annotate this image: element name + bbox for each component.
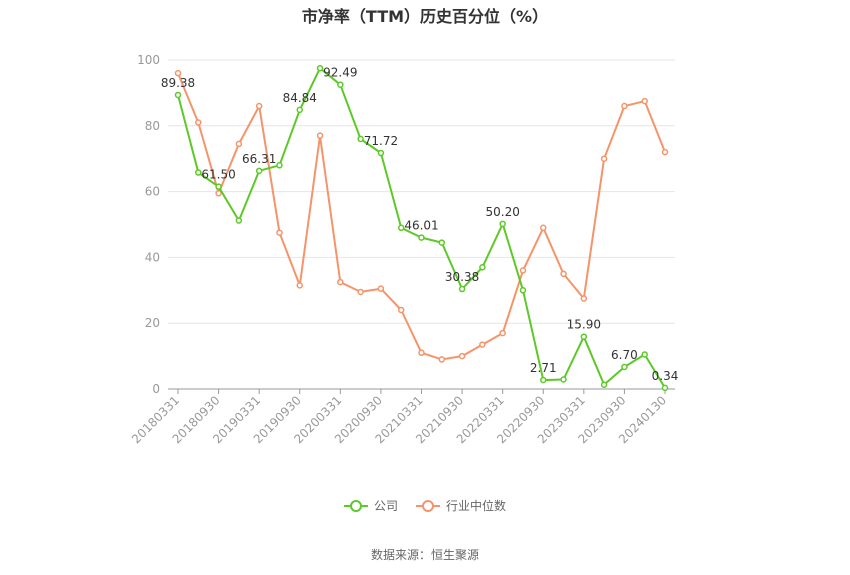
data-point bbox=[174, 91, 182, 99]
data-point bbox=[560, 270, 567, 278]
data-point bbox=[580, 295, 588, 302]
data-point bbox=[276, 229, 283, 236]
y-tick-label: 40 bbox=[145, 250, 160, 264]
data-point bbox=[296, 282, 303, 289]
data-label: 66.31 bbox=[242, 152, 276, 166]
data-point bbox=[479, 264, 486, 271]
data-point bbox=[397, 224, 405, 232]
data-label: 15.90 bbox=[567, 318, 601, 332]
legend-swatch bbox=[343, 499, 368, 512]
data-label: 30.38 bbox=[445, 270, 479, 284]
data-label: 71.72 bbox=[364, 134, 398, 148]
data-point bbox=[661, 148, 669, 156]
data-label: 92.49 bbox=[323, 66, 357, 80]
data-point bbox=[418, 349, 425, 357]
data-point bbox=[296, 106, 303, 114]
data-point bbox=[235, 217, 243, 224]
data-point bbox=[357, 135, 364, 143]
legend-item[interactable]: 公司 bbox=[343, 497, 398, 514]
data-point bbox=[255, 102, 263, 110]
data-point bbox=[519, 267, 527, 274]
data-point bbox=[621, 102, 628, 110]
data-point bbox=[560, 376, 567, 383]
data-point bbox=[458, 352, 466, 360]
data-point bbox=[357, 288, 364, 296]
data-label: 50.20 bbox=[485, 205, 519, 219]
y-tick-label: 20 bbox=[145, 316, 160, 330]
data-point bbox=[641, 97, 648, 105]
data-point bbox=[316, 132, 324, 139]
legend-label: 行业中位数 bbox=[446, 499, 507, 513]
data-point bbox=[377, 285, 385, 292]
data-point bbox=[235, 140, 243, 148]
data-point bbox=[418, 234, 425, 241]
data-point bbox=[479, 341, 486, 348]
series-layer bbox=[174, 64, 669, 392]
data-point bbox=[438, 356, 446, 363]
series-line-1 bbox=[177, 72, 666, 361]
data-point bbox=[499, 329, 506, 337]
data-point bbox=[438, 239, 446, 246]
data-point bbox=[337, 278, 344, 286]
data-point bbox=[316, 64, 324, 72]
data-point bbox=[600, 381, 608, 388]
y-tick-label: 80 bbox=[145, 119, 160, 133]
grid-layer bbox=[168, 59, 675, 324]
y-tick-label: 60 bbox=[145, 185, 160, 199]
data-point bbox=[580, 333, 588, 340]
y-tick-label: 100 bbox=[137, 53, 160, 67]
data-label: 84.84 bbox=[283, 91, 317, 105]
data-point bbox=[276, 162, 283, 169]
data-point bbox=[540, 376, 547, 384]
data-point bbox=[621, 363, 628, 371]
data-point bbox=[195, 169, 202, 176]
data-point bbox=[499, 220, 506, 228]
data-point bbox=[215, 183, 222, 190]
y-tick-label: 0 bbox=[152, 382, 160, 396]
data-point bbox=[215, 189, 222, 197]
data-label: 89.38 bbox=[161, 76, 195, 90]
axis-layer: 0204060801002018033120180930201903312019… bbox=[129, 53, 675, 446]
legend-label: 公司 bbox=[373, 499, 398, 513]
data-point bbox=[661, 384, 669, 392]
data-point bbox=[337, 81, 344, 88]
data-point bbox=[377, 149, 385, 157]
source-note: 数据来源：恒生聚源 bbox=[370, 548, 479, 562]
legend: 公司 行业中位数 bbox=[0, 497, 850, 514]
chart-title: 市净率（TTM）历史百分位（%） bbox=[301, 7, 549, 26]
data-label: 46.01 bbox=[404, 219, 438, 233]
data-label: 61.50 bbox=[201, 168, 235, 182]
legend-swatch bbox=[416, 499, 440, 512]
data-label: 6.70 bbox=[611, 348, 638, 362]
data-point bbox=[174, 69, 182, 77]
data-point bbox=[641, 351, 648, 358]
data-point bbox=[540, 224, 547, 232]
legend-item[interactable]: 行业中位数 bbox=[416, 497, 506, 514]
data-point bbox=[600, 155, 608, 162]
label-layer: 89.38 61.50 66.31 84.84 92.49 71.72 46.01 30.38… bbox=[161, 66, 679, 383]
data-point bbox=[458, 285, 466, 293]
data-point bbox=[519, 287, 527, 294]
data-point bbox=[397, 306, 405, 314]
data-label: 2.71 bbox=[530, 361, 557, 375]
data-label: 0.34 bbox=[652, 369, 679, 383]
data-point bbox=[255, 167, 263, 175]
data-point bbox=[195, 119, 202, 126]
